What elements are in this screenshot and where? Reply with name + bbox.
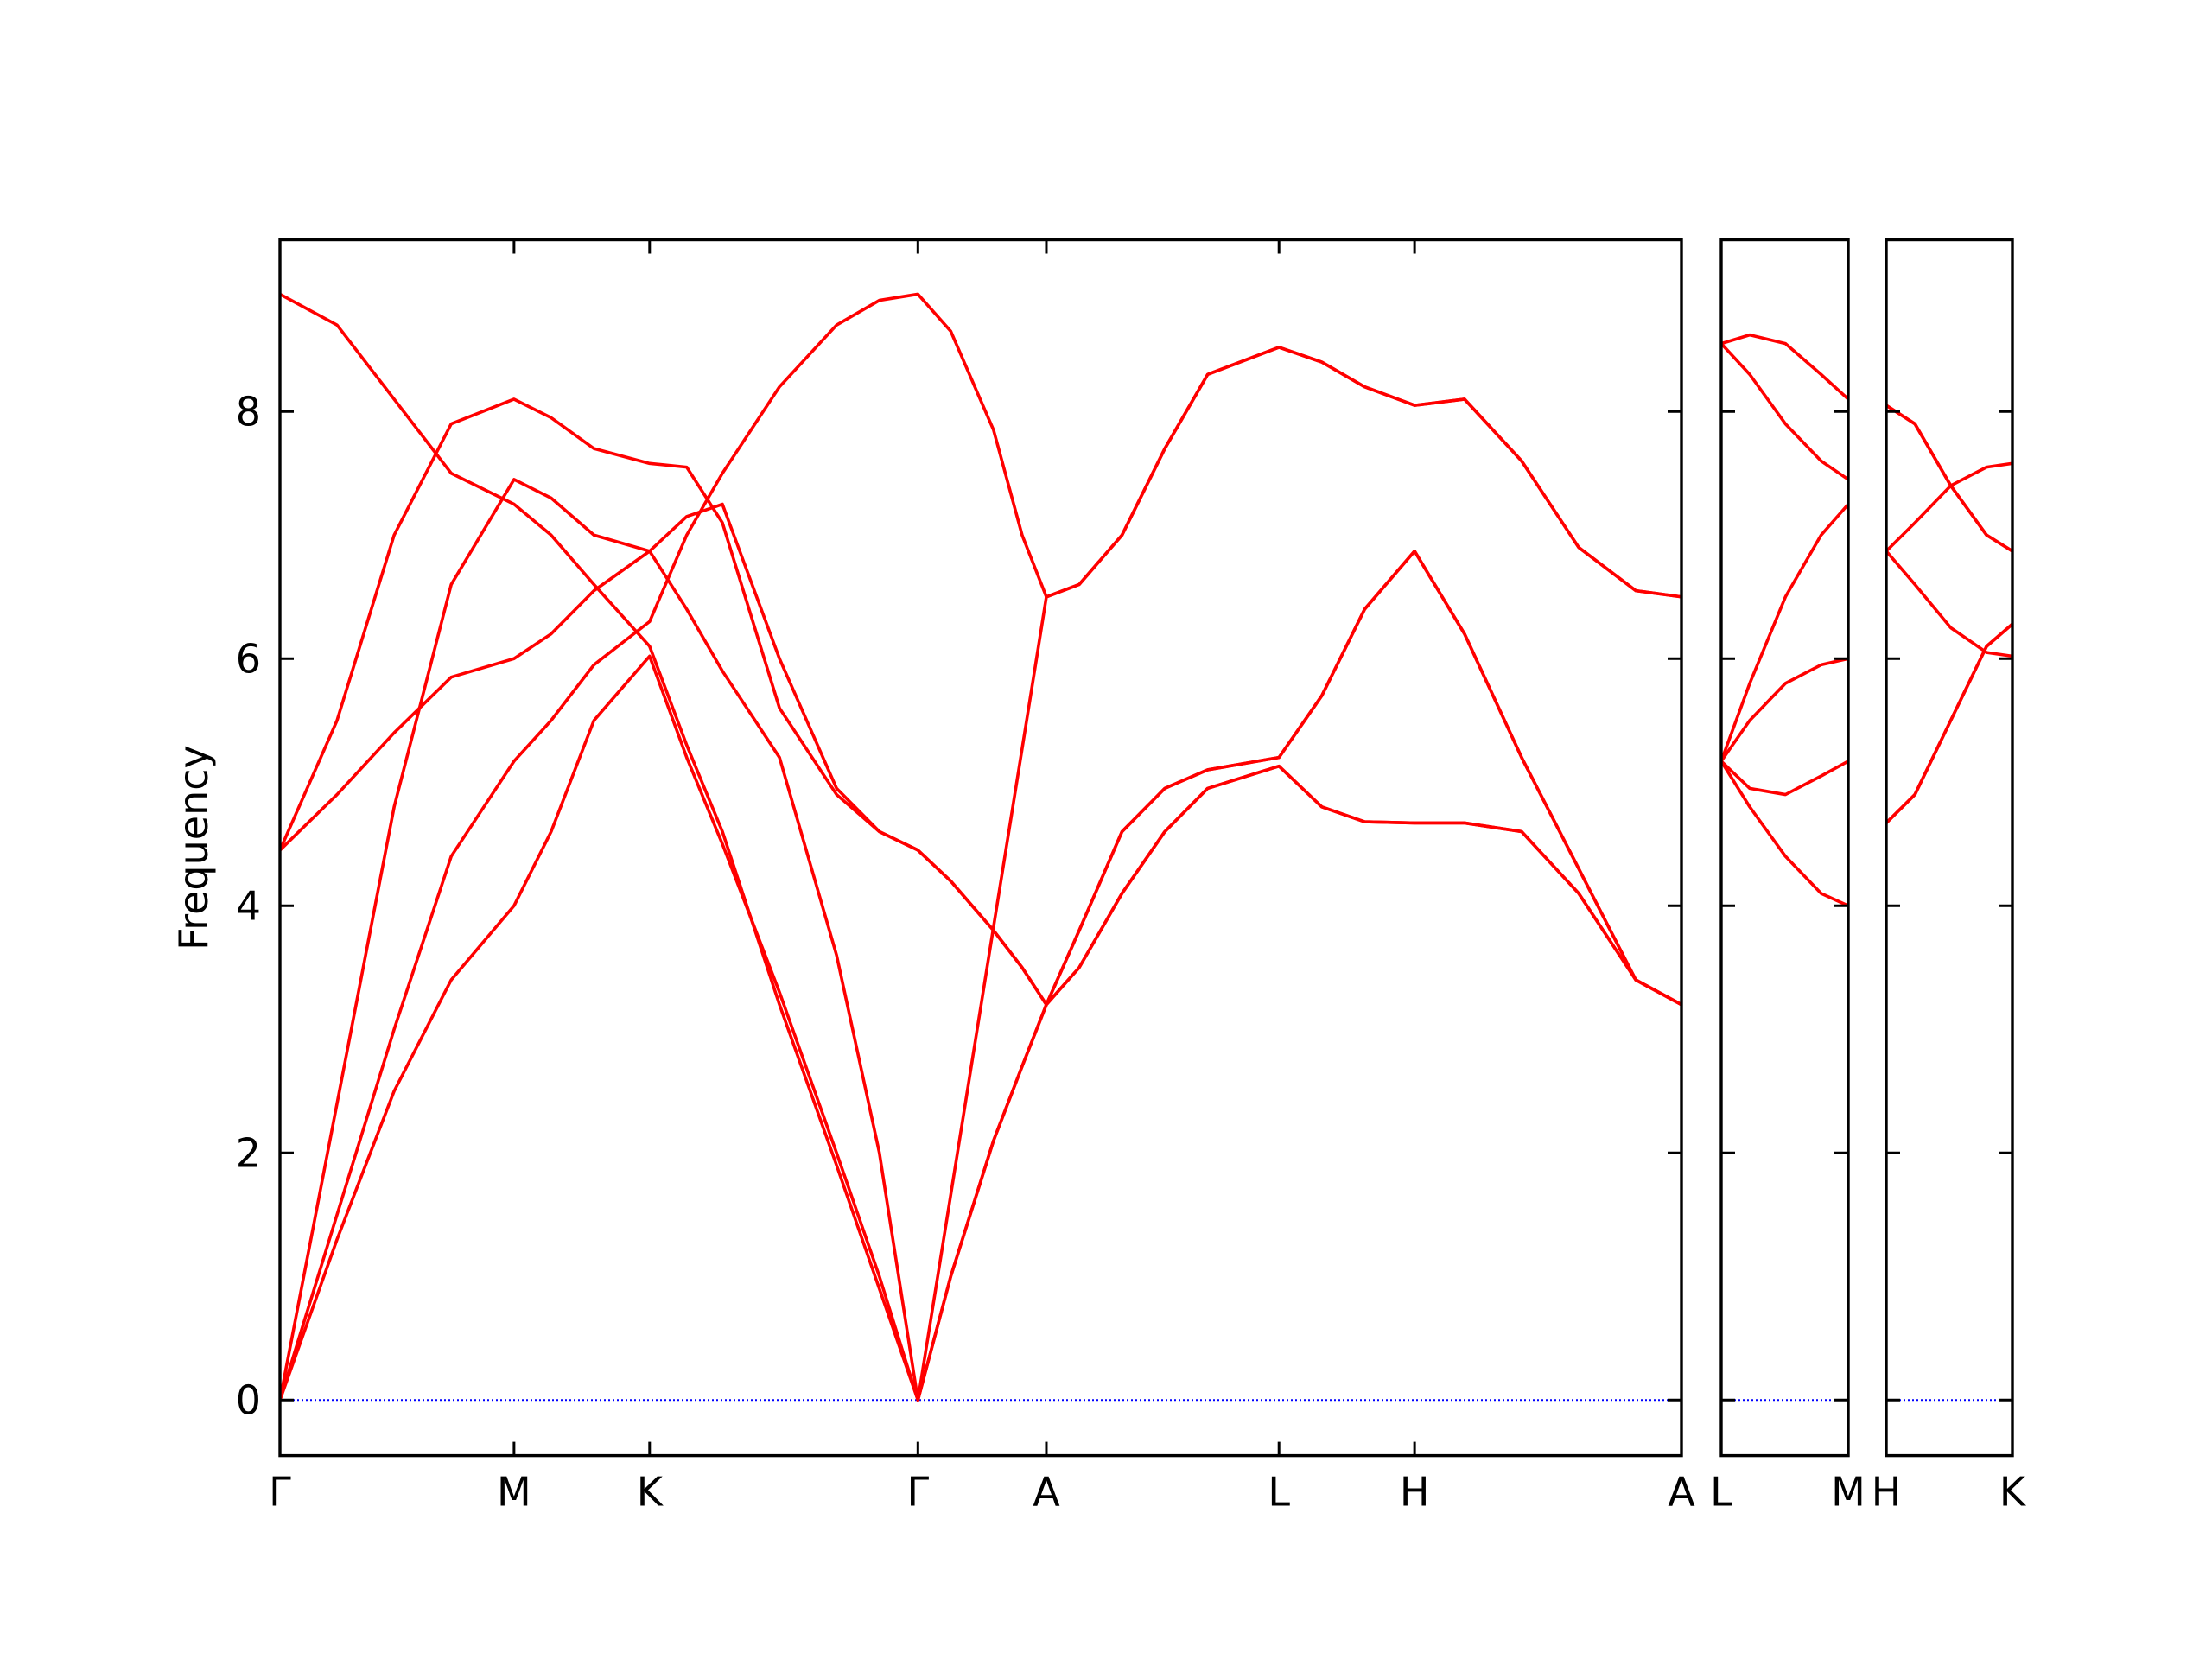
x-tick-label: K xyxy=(1999,1469,2027,1516)
bands xyxy=(280,292,1681,1402)
band-line xyxy=(1886,404,2012,553)
band-line xyxy=(1886,404,2012,553)
bands xyxy=(1886,404,2012,824)
x-tick-label: L xyxy=(1268,1469,1290,1516)
x-tick-label: Γ xyxy=(269,1469,291,1516)
band-line xyxy=(1721,503,1848,762)
x-tick-label: K xyxy=(637,1469,664,1516)
band-line xyxy=(1721,333,1848,401)
x-tick-label: A xyxy=(1033,1469,1060,1516)
band-line xyxy=(1721,657,1848,762)
band-line xyxy=(1886,550,2012,658)
band-line xyxy=(1886,622,2012,824)
x-tick-label: M xyxy=(497,1469,531,1516)
band-line xyxy=(1886,461,2012,553)
y-tick-label: 8 xyxy=(236,388,261,435)
band-line xyxy=(280,292,1681,1402)
band-line xyxy=(280,654,1681,1402)
x-tick-label: L xyxy=(1710,1469,1732,1516)
band-line xyxy=(280,292,1681,1401)
y-tick-label: 4 xyxy=(236,882,261,929)
axes-frame xyxy=(1719,238,1850,1458)
band-line xyxy=(280,478,1681,1401)
x-tick-label: H xyxy=(1872,1469,1902,1516)
band-line xyxy=(1721,760,1848,907)
x-tick-label: H xyxy=(1400,1469,1430,1516)
y-tick-label: 6 xyxy=(236,635,261,682)
x-tick-label: Γ xyxy=(907,1469,930,1516)
y-tick-label: 2 xyxy=(236,1129,261,1176)
panel: 0 2 4 6 8 Γ M K Γ A L H A Frequency xyxy=(170,238,1695,1516)
band-line xyxy=(1721,342,1848,481)
y-tick-label: 0 xyxy=(236,1376,261,1423)
band-line xyxy=(280,550,1681,1402)
y-axis-label: Frequency xyxy=(170,745,217,950)
bands xyxy=(1721,333,1848,907)
x-tick-label: A xyxy=(1668,1469,1695,1516)
x-tick-label: M xyxy=(1831,1469,1866,1516)
axes-frame xyxy=(278,238,1683,1458)
band-line xyxy=(1721,760,1848,797)
axes-frame xyxy=(1885,238,2014,1458)
